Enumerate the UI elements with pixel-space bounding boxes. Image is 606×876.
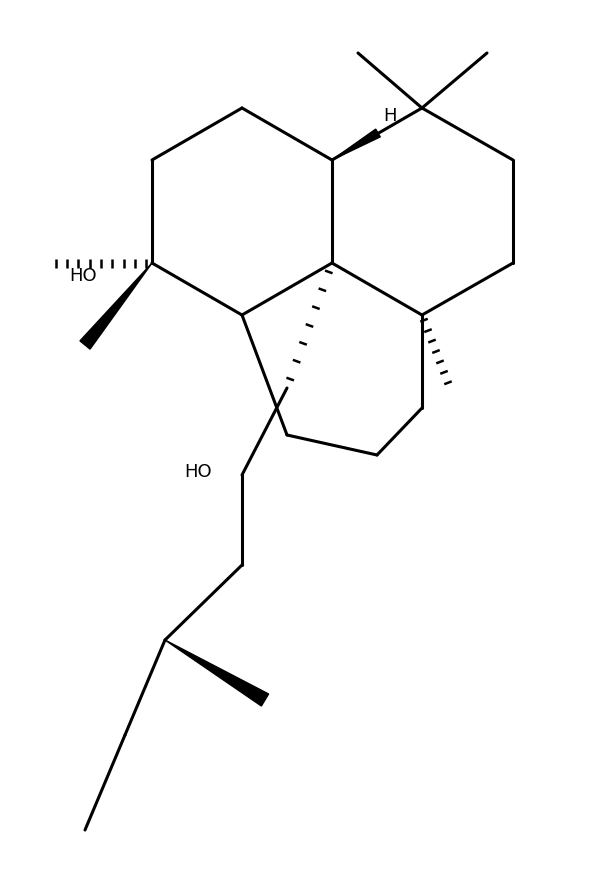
Text: H: H [383,107,396,125]
Polygon shape [80,263,152,350]
Polygon shape [332,129,381,160]
Polygon shape [165,640,268,706]
Text: HO: HO [184,463,212,481]
Text: HO: HO [69,267,97,285]
